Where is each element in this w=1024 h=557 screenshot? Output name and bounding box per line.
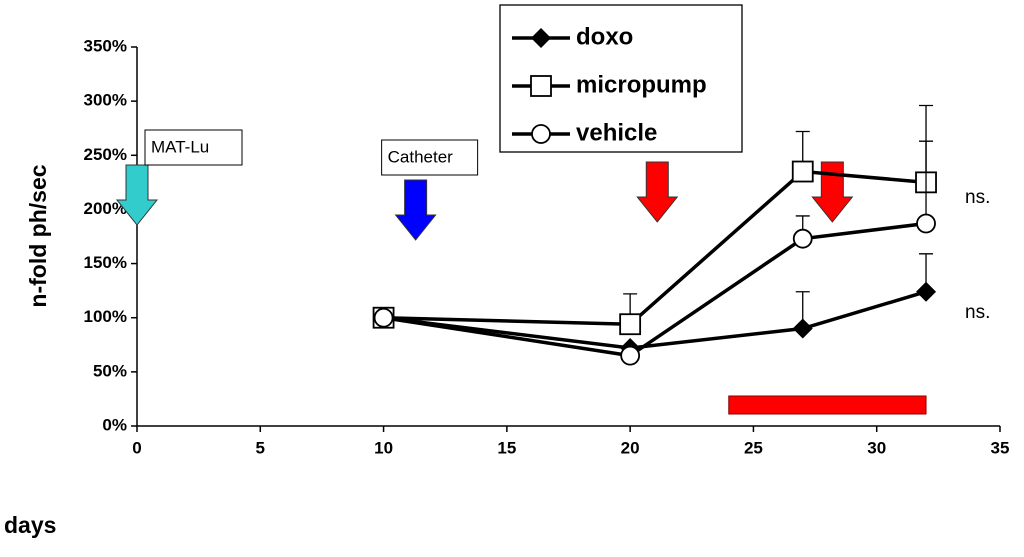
legend-label: doxo <box>576 23 633 50</box>
x-tick-label: 0 <box>132 438 141 457</box>
x-tick-label: 20 <box>621 438 640 457</box>
legend-marker <box>530 75 552 97</box>
x-tick-label: 35 <box>991 438 1010 457</box>
x-tick-label: 30 <box>867 438 886 457</box>
marker <box>792 228 813 249</box>
y-tick-label: 200% <box>84 199 127 218</box>
marker <box>620 345 641 366</box>
legend-label: vehicle <box>576 119 657 146</box>
annotation-box <box>381 139 479 176</box>
marker <box>791 160 814 183</box>
annotation-label: Catheter <box>388 147 454 166</box>
y-tick-label: 50% <box>93 361 127 380</box>
treatment-bar <box>728 395 927 415</box>
legend-label: micropump <box>576 71 707 98</box>
x-tick-label: 25 <box>744 438 763 457</box>
marker <box>373 307 394 328</box>
legend-marker <box>531 28 551 48</box>
x-tick-label: 5 <box>256 438 265 457</box>
arrow <box>636 161 679 223</box>
marker <box>619 313 642 336</box>
x-tick-label: 15 <box>497 438 516 457</box>
arrow <box>811 161 854 223</box>
x-axis-title: days <box>4 512 56 538</box>
y-tick-label: 100% <box>84 307 127 326</box>
annotation-box <box>144 129 243 166</box>
annotation-label: MAT-Lu <box>151 137 209 156</box>
y-tick-label: 300% <box>84 91 127 110</box>
y-tick-label: 350% <box>84 36 127 55</box>
y-tick-label: 0% <box>102 415 127 434</box>
marker <box>792 318 813 339</box>
series-line <box>383 290 927 350</box>
x-tick-label: 10 <box>374 438 393 457</box>
series-line <box>383 221 927 358</box>
significance-label: ns. <box>965 302 990 323</box>
y-axis-title: n-fold ph/sec <box>25 164 51 307</box>
y-tick-label: 250% <box>84 145 127 164</box>
series-line <box>383 169 927 326</box>
marker <box>916 213 936 234</box>
legend-marker <box>531 124 551 144</box>
y-tick-label: 150% <box>84 253 127 272</box>
arrow <box>115 164 159 226</box>
significance-label: ns. <box>965 187 990 208</box>
marker <box>916 281 937 302</box>
arrow <box>394 179 437 241</box>
error-bar <box>919 140 934 224</box>
